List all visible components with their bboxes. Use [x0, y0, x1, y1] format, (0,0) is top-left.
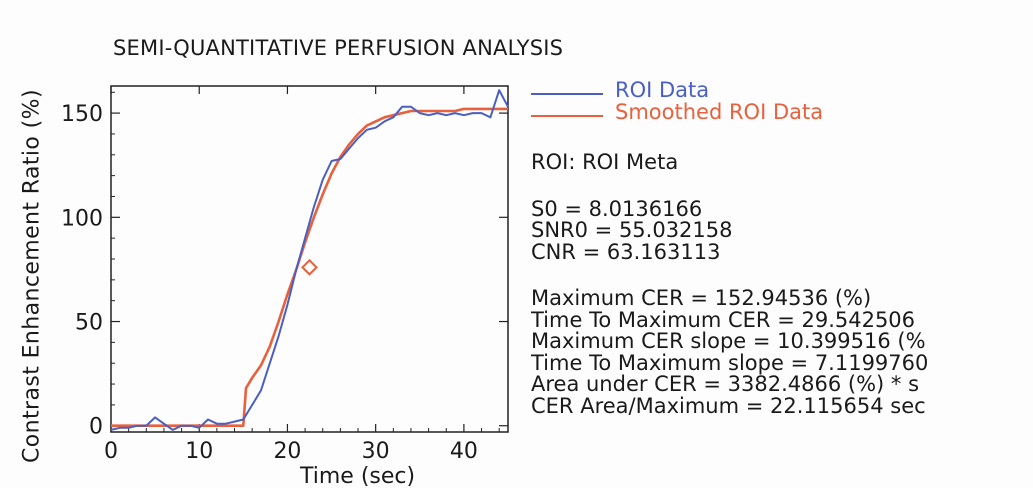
area-under-cer-text: Area under CER = 3382.4866 (%) * s [531, 372, 920, 396]
s0-value-text: S0 = 8.0136166 [531, 196, 703, 221]
y-tick-label-50: 50 [75, 311, 103, 336]
x-tick-label-20: 20 [273, 439, 301, 464]
maximum-cer-text: Maximum CER = 152.94536 (%) [531, 286, 872, 310]
legend-label-smoothed-roi-data: Smoothed ROI Data [615, 100, 824, 124]
y-tick-label-150: 150 [61, 102, 103, 127]
time-to-maximum-cer-text: Time To Maximum CER = 29.542506 [531, 307, 916, 332]
cer-area-maximum-text: CER Area/Maximum = 22.115654 sec [531, 393, 926, 417]
x-tick-label-10: 10 [185, 439, 213, 464]
cnr-value-text: CNR = 63.163113 [531, 239, 721, 264]
x-tick-label-40: 40 [450, 439, 478, 464]
legend-swatch-roi-data [531, 93, 603, 95]
time-to-maximum-slope-text: Time To Maximum slope = 7.1199760 [531, 350, 929, 375]
chart-title: SEMI-QUANTITATIVE PERFUSION ANALYSIS [113, 36, 564, 60]
legend-swatch-smoothed-roi-data [531, 115, 603, 117]
x-tick-label-0: 0 [104, 439, 118, 464]
snr0-value-text: SNR0 = 55.032158 [531, 218, 733, 242]
series-line-smoothed-roi-data [111, 107, 508, 428]
max-slope-marker-0 [301, 258, 318, 276]
roi-name-text: ROI: ROI Meta [531, 152, 679, 174]
y-tick-label-100: 100 [61, 206, 103, 231]
maximum-cer-slope-text: Maximum CER slope = 10.399516 (% [531, 329, 926, 353]
y-tick-label-0: 0 [89, 415, 103, 440]
x-tick-label-30: 30 [362, 439, 390, 464]
roi-statistics-panel: ROI: ROI Meta S0 = 8.0136166 SNR0 = 55.0… [531, 152, 1033, 417]
legend-label-roi-data: ROI Data [615, 78, 710, 102]
x-axis-label: Time (sec) [300, 464, 416, 489]
series-line-roi-data [110, 89, 509, 431]
